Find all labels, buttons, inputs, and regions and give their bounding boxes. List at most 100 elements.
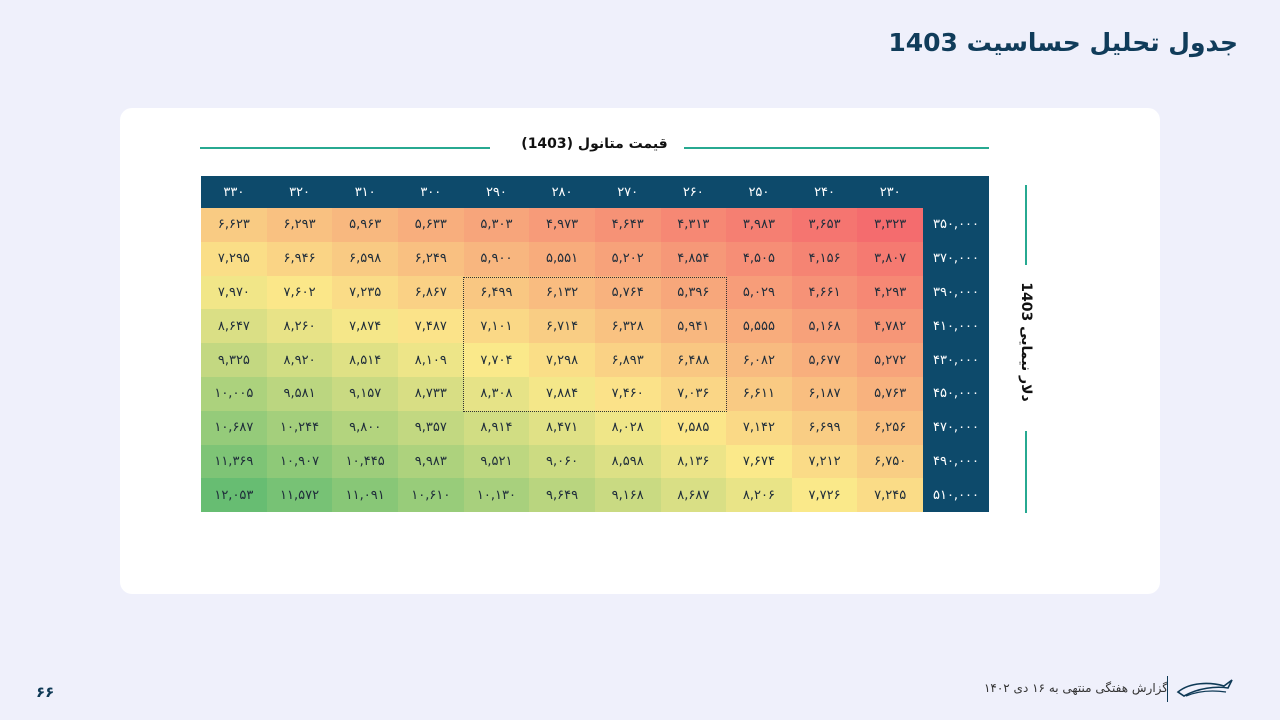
row-header: ۴۹۰,۰۰۰ <box>923 444 989 479</box>
table-cell: ۷,۲۹۵ <box>201 241 267 276</box>
table-row: ۴۵۰,۰۰۰ ۵,۷۶۳ ۶,۱۸۷ ۶,۶۱۱ ۷,۰۳۶ ۷,۴۶۰ ۷,۸۸۴ ۸,۳… <box>201 376 989 411</box>
table-cell: ۶,۲۹۳ <box>266 208 333 242</box>
axis-divider-bottom <box>1025 431 1027 513</box>
table-cell: ۶,۴۹۹ <box>463 275 530 310</box>
table-cell: ۱۰,۴۴۵ <box>332 444 398 479</box>
table-cell: ۵,۵۵۵ <box>726 309 792 344</box>
table-cell: ۱۰,۶۱۰ <box>398 478 464 513</box>
table-cell: ۵,۶۳۳ <box>398 208 464 242</box>
table-cell: ۶,۸۹۳ <box>594 343 661 377</box>
column-header: ۲۳۰ <box>857 176 923 208</box>
column-header: ۳۳۰ <box>201 176 267 208</box>
table-cell: ۴,۶۶۱ <box>791 275 858 310</box>
table-cell: ۱۱,۵۷۲ <box>266 478 333 513</box>
table-cell: ۸,۱۰۹ <box>398 343 464 377</box>
column-header: ۲۵۰ <box>726 176 792 208</box>
table-cell: ۸,۵۹۸ <box>594 444 661 479</box>
table-cell: ۷,۶۰۲ <box>266 275 333 310</box>
table-cell: ۳,۶۵۳ <box>791 208 858 242</box>
table-row: ۴۷۰,۰۰۰ ۶,۲۵۶ ۶,۶۹۹ ۷,۱۴۲ ۷,۵۸۵ ۸,۰۲۸ ۸,۴۷۱ ۸,۹… <box>201 410 989 445</box>
table-cell: ۱۰,۲۴۴ <box>266 410 333 445</box>
table-cell: ۴,۱۵۶ <box>791 241 858 276</box>
table-cell: ۵,۳۰۳ <box>463 208 530 242</box>
table-cell: ۶,۷۵۰ <box>857 444 923 479</box>
table-cell: ۷,۸۷۴ <box>332 309 398 344</box>
table-cell: ۷,۴۸۷ <box>398 309 464 344</box>
table-cell: ۷,۵۸۵ <box>660 410 727 445</box>
table-cell: ۸,۲۶۰ <box>266 309 333 344</box>
table-cell: ۶,۶۱۱ <box>726 376 792 411</box>
row-axis-label: دلار نیمایی 1403 <box>1018 282 1034 402</box>
table-cell: ۴,۸۵۴ <box>660 241 727 276</box>
table-cell: ۶,۲۵۶ <box>857 410 923 445</box>
row-axis-header: دلار نیمایی 1403 <box>1010 185 1042 513</box>
table-cell: ۳,۳۲۳ <box>857 208 923 242</box>
row-header: ۳۹۰,۰۰۰ <box>923 275 989 310</box>
table-cell: ۱۰,۶۸۷ <box>201 410 267 445</box>
table-cell: ۳,۹۸۳ <box>726 208 792 242</box>
table-cell: ۵,۹۴۱ <box>660 309 727 344</box>
table-cell: ۱۱,۳۶۹ <box>201 444 267 479</box>
row-header: ۴۳۰,۰۰۰ <box>923 343 989 377</box>
table-cell: ۸,۱۳۶ <box>660 444 727 479</box>
row-header: ۴۷۰,۰۰۰ <box>923 410 989 445</box>
table-cell: ۴,۵۰۵ <box>726 241 792 276</box>
axis-divider-right <box>684 147 989 149</box>
table-cell: ۶,۶۲۳ <box>201 208 267 242</box>
row-header: ۳۷۰,۰۰۰ <box>923 241 989 276</box>
table-cell: ۷,۲۳۵ <box>332 275 398 310</box>
table-cell: ۱۱,۰۹۱ <box>332 478 398 513</box>
table-body: ۳۵۰,۰۰۰ ۳,۳۲۳ ۳,۶۵۳ ۳,۹۸۳ ۴,۳۱۳ ۴,۶۴۳ ۴,۹۷۳ ۵,۳… <box>201 208 989 513</box>
table-cell: ۴,۳۱۳ <box>660 208 727 242</box>
table-cell: ۶,۷۱۴ <box>529 309 595 344</box>
row-header: ۵۱۰,۰۰۰ <box>923 478 989 513</box>
table-cell: ۴,۶۴۳ <box>594 208 661 242</box>
table-cell: ۸,۴۷۱ <box>529 410 595 445</box>
table-cell: ۳,۸۰۷ <box>857 241 923 276</box>
table-cell: ۵,۳۹۶ <box>660 275 727 310</box>
table-cell: ۴,۲۹۳ <box>857 275 923 310</box>
table-cell: ۸,۲۰۶ <box>726 478 792 513</box>
column-header: ۳۰۰ <box>398 176 464 208</box>
table-cell: ۶,۶۹۹ <box>791 410 858 445</box>
table-corner-cell <box>923 176 989 208</box>
axis-divider-left <box>200 147 490 149</box>
table-cell: ۹,۹۸۳ <box>398 444 464 479</box>
table-cell: ۴,۷۸۲ <box>857 309 923 344</box>
table-cell: ۸,۳۰۸ <box>463 376 530 411</box>
table-row: ۳۵۰,۰۰۰ ۳,۳۲۳ ۳,۶۵۳ ۳,۹۸۳ ۴,۳۱۳ ۴,۶۴۳ ۴,۹۷۳ ۵,۳… <box>201 208 989 242</box>
column-axis-header: قیمت متانول (1403) <box>200 134 989 160</box>
table-cell: ۹,۱۶۸ <box>594 478 661 513</box>
table-row: ۴۱۰,۰۰۰ ۴,۷۸۲ ۵,۱۶۸ ۵,۵۵۵ ۵,۹۴۱ ۶,۳۲۸ ۶,۷۱۴ ۷,۱… <box>201 309 989 344</box>
row-header: ۴۵۰,۰۰۰ <box>923 376 989 411</box>
table-cell: ۷,۱۴۲ <box>726 410 792 445</box>
column-header: ۲۸۰ <box>529 176 595 208</box>
column-header: ۳۲۰ <box>266 176 333 208</box>
table-cell: ۷,۷۰۴ <box>463 343 530 377</box>
table-cell: ۵,۲۰۲ <box>594 241 661 276</box>
row-header: ۴۱۰,۰۰۰ <box>923 309 989 344</box>
table-cell: ۶,۱۳۲ <box>529 275 595 310</box>
table-cell: ۷,۲۴۵ <box>857 478 923 513</box>
table-cell: ۸,۷۳۳ <box>398 376 464 411</box>
table-cell: ۵,۰۲۹ <box>726 275 792 310</box>
table-row: ۵۱۰,۰۰۰ ۷,۲۴۵ ۷,۷۲۶ ۸,۲۰۶ ۸,۶۸۷ ۹,۱۶۸ ۹,۶۴۹ ۱۰,… <box>201 478 989 513</box>
table-cell: ۱۰,۰۰۵ <box>201 376 267 411</box>
table-row: ۳۷۰,۰۰۰ ۳,۸۰۷ ۴,۱۵۶ ۴,۵۰۵ ۴,۸۵۴ ۵,۲۰۲ ۵,۵۵۱ ۵,۹… <box>201 241 989 276</box>
table-cell: ۸,۰۲۸ <box>594 410 661 445</box>
table-cell: ۵,۹۶۳ <box>332 208 398 242</box>
sensitivity-table: ۲۳۰ ۲۴۰ ۲۵۰ ۲۶۰ ۲۷۰ ۲۸۰ ۲۹۰ ۳۰۰ ۳۱۰ ۳۲۰ ۳۳۰ ۳۵۰,۰۰… <box>201 176 989 513</box>
table-cell: ۹,۰۶۰ <box>529 444 595 479</box>
table-cell: ۵,۹۰۰ <box>463 241 530 276</box>
table-cell: ۵,۷۶۳ <box>857 376 923 411</box>
table-cell: ۵,۷۶۴ <box>594 275 661 310</box>
table-cell: ۹,۵۸۱ <box>266 376 333 411</box>
table-cell: ۹,۸۰۰ <box>332 410 398 445</box>
table-cell: ۶,۹۴۶ <box>266 241 333 276</box>
column-header: ۲۷۰ <box>594 176 661 208</box>
table-cell: ۹,۶۴۹ <box>529 478 595 513</box>
table-cell: ۴,۹۷۳ <box>529 208 595 242</box>
table-cell: ۷,۶۷۴ <box>726 444 792 479</box>
page-title: جدول تحلیل حساسیت 1403 <box>888 28 1238 57</box>
table-cell: ۱۰,۹۰۷ <box>266 444 333 479</box>
